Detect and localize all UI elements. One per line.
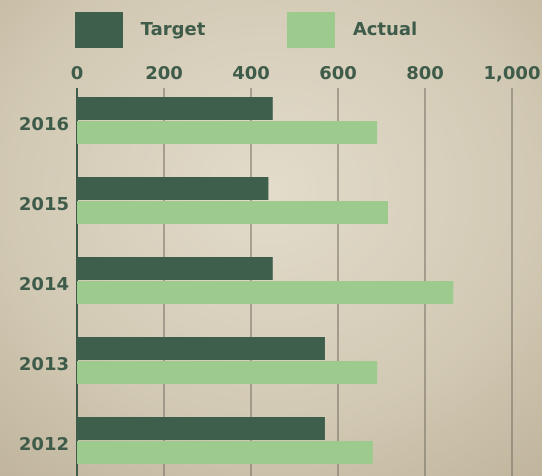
bar	[77, 441, 373, 464]
x-tick-label: 800	[406, 63, 444, 84]
x-tick-label: 200	[145, 63, 183, 84]
bar	[77, 177, 268, 200]
legend-swatch	[287, 12, 335, 48]
page: {"chart_data": {"type": "bar", "orientat…	[0, 0, 542, 476]
y-tick-label: 2012	[19, 434, 69, 455]
y-tick-label: 2014	[19, 274, 69, 295]
bar	[77, 417, 325, 440]
x-tick-label: 600	[319, 63, 357, 84]
bar	[77, 361, 377, 384]
legend-swatch	[75, 12, 123, 48]
legend-label: Target	[141, 19, 206, 40]
bar	[77, 257, 273, 280]
y-tick-label: 2013	[19, 354, 69, 375]
x-tick-label: 400	[232, 63, 270, 84]
bar	[77, 201, 388, 224]
bar	[77, 97, 273, 120]
bar	[77, 337, 325, 360]
x-tick-label: 1,000	[484, 63, 541, 84]
chart: 0 200 400 600 800 1,000 Target Actual 2016 2015 20…	[0, 0, 542, 476]
x-tick-label: 0	[71, 63, 84, 84]
y-tick-label: 2016	[19, 114, 69, 135]
bar	[77, 281, 453, 304]
legend-label: Actual	[353, 19, 417, 40]
bar	[77, 121, 377, 144]
y-tick-label: 2015	[19, 194, 69, 215]
